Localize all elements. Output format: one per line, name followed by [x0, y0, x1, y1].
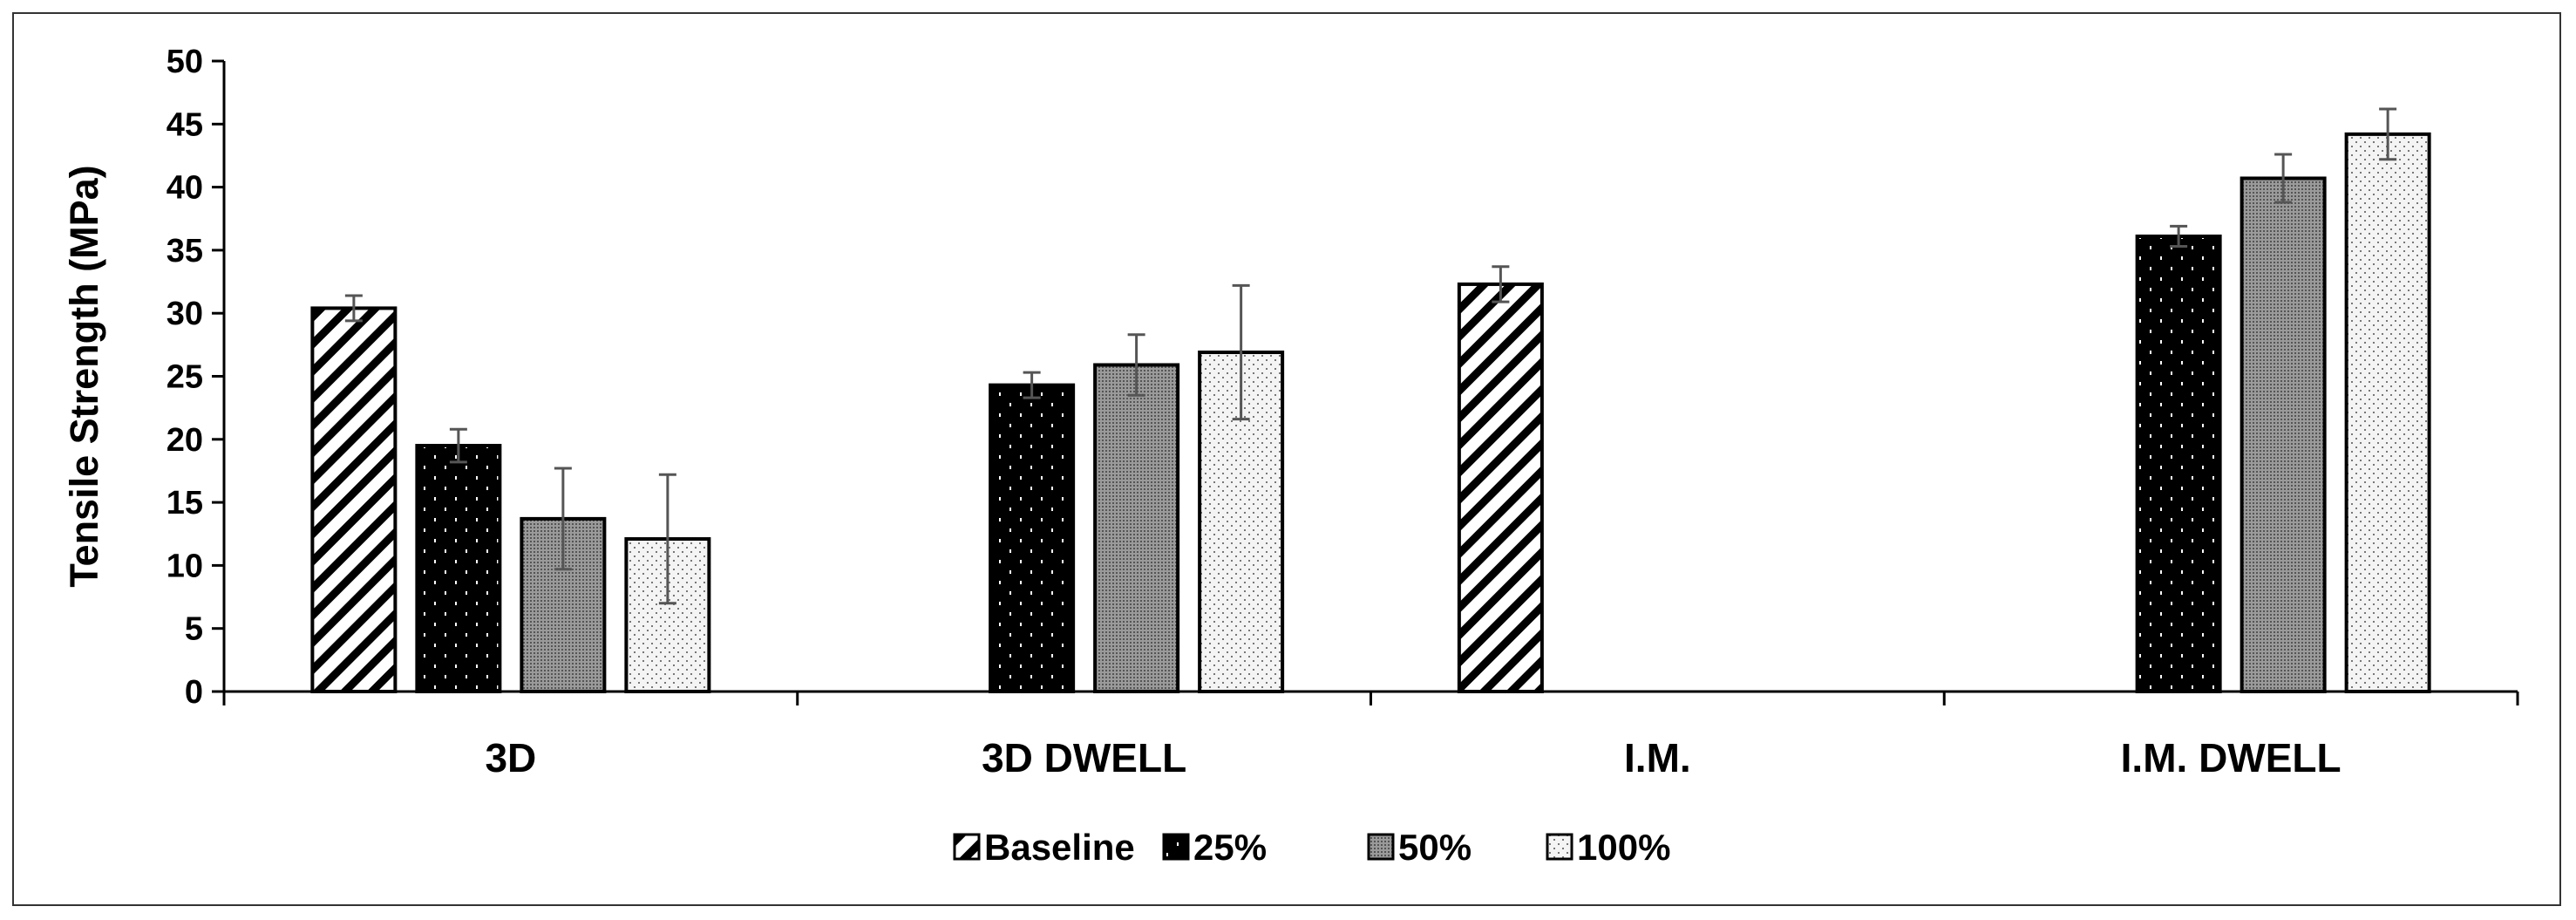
x-category-label: I.M. — [1624, 735, 1691, 780]
y-tick-label: 20 — [167, 422, 203, 459]
error-bar — [658, 473, 676, 605]
error-bar — [1492, 265, 1510, 303]
y-tick-label: 30 — [167, 296, 203, 332]
legend-item: 50% — [1367, 827, 1472, 868]
bar-100pct — [2344, 132, 2431, 694]
legend-label: 25% — [1193, 827, 1267, 868]
error-bar — [2170, 224, 2188, 249]
bar-50pct — [1093, 363, 1180, 693]
legend-swatch — [1367, 833, 1395, 861]
chart-frame — [12, 12, 2561, 906]
x-category-label: 3D DWELL — [982, 735, 1186, 780]
bar-25pct — [2135, 234, 2222, 693]
y-tick-label: 45 — [167, 106, 203, 143]
error-bar — [554, 467, 572, 571]
y-tick-label: 35 — [167, 233, 203, 269]
y-tick-label: 25 — [167, 359, 203, 396]
bar-25pct — [989, 383, 1076, 693]
error-bar — [2379, 107, 2397, 161]
legend-label: 50% — [1398, 827, 1472, 868]
y-tick-label: 0 — [185, 674, 203, 711]
legend-swatch — [1162, 833, 1190, 861]
error-bar — [2274, 153, 2293, 204]
legend-label: 100% — [1577, 827, 1670, 868]
legend-item: Baseline — [953, 827, 1135, 868]
bar-baseline — [1457, 282, 1544, 693]
legend-swatch — [953, 833, 981, 861]
y-tick-label: 40 — [167, 170, 203, 207]
legend-item: 100% — [1546, 827, 1670, 868]
error-bar — [449, 427, 467, 464]
bar-baseline — [310, 306, 398, 693]
legend-item: 25% — [1162, 827, 1267, 868]
y-tick-label: 10 — [167, 548, 203, 584]
y-axis-title: Tensile Strength (MPa) — [62, 165, 106, 587]
bar-50pct — [2240, 176, 2327, 693]
x-category-label: I.M. DWELL — [2121, 735, 2342, 780]
legend-swatch — [1546, 833, 1573, 861]
error-bar — [344, 294, 363, 323]
error-bar — [1232, 283, 1250, 421]
error-bar — [1127, 333, 1145, 397]
y-tick-label: 15 — [167, 485, 203, 521]
bar-25pct — [415, 444, 502, 693]
error-bar — [1023, 371, 1041, 399]
legend-label: Baseline — [984, 827, 1135, 868]
y-tick-label: 5 — [185, 611, 203, 648]
y-tick-label: 50 — [167, 44, 203, 80]
x-category-label: 3D — [485, 735, 536, 780]
